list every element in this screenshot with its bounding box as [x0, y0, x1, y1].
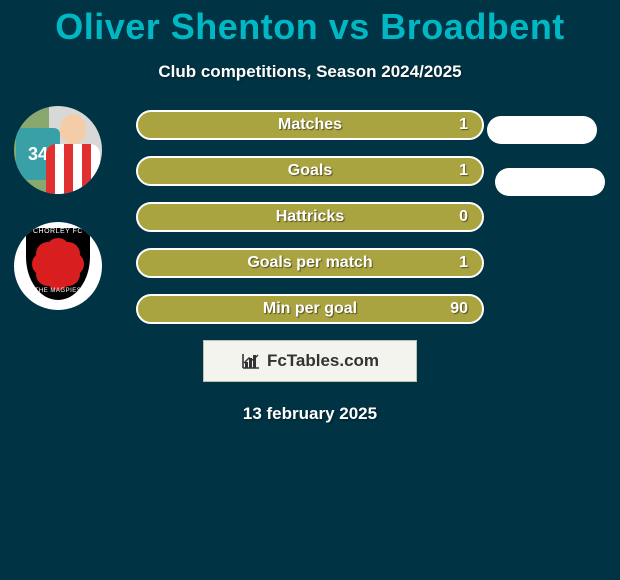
stat-label: Goals per match [247, 254, 372, 272]
stat-label: Goals [288, 162, 332, 180]
opponent-avatar-placeholder-1 [487, 116, 597, 144]
stat-bar-matches: Matches 1 [136, 110, 484, 140]
club-badge-top-text: CHORLEY FC [14, 228, 102, 235]
opponent-avatar-placeholder-2 [495, 168, 605, 196]
club-badge-bottom-text: THE MAGPIES [14, 288, 102, 294]
stat-value: 1 [459, 116, 468, 134]
stat-label: Min per goal [263, 300, 357, 318]
stat-label: Hattricks [276, 208, 344, 226]
stat-bar-goals: Goals 1 [136, 156, 484, 186]
club-badge-rose-icon [42, 248, 74, 280]
stat-bar-goals-per-match: Goals per match 1 [136, 248, 484, 278]
brand-chart-icon [241, 352, 261, 370]
stat-bar-min-per-goal: Min per goal 90 [136, 294, 484, 324]
stat-value: 1 [459, 254, 468, 272]
content-area: 34 CHORLEY FC THE MAGPIES Matches 1 Goal… [0, 110, 620, 424]
brand-text: FcTables.com [267, 351, 379, 371]
subtitle: Club competitions, Season 2024/2025 [0, 62, 620, 82]
player-shirt-number: 34 [16, 128, 60, 180]
stat-value: 0 [459, 208, 468, 226]
stat-bar-hattricks: Hattricks 0 [136, 202, 484, 232]
stat-value: 1 [459, 162, 468, 180]
club-badge: CHORLEY FC THE MAGPIES [14, 222, 102, 310]
player-avatar: 34 [14, 106, 102, 194]
stats-bars: Matches 1 Goals 1 Hattricks 0 Goals per … [136, 110, 484, 324]
page-title: Oliver Shenton vs Broadbent [0, 0, 620, 48]
stat-label: Matches [278, 116, 342, 134]
stat-value: 90 [450, 300, 468, 318]
date-text: 13 february 2025 [0, 404, 620, 424]
brand-box: FcTables.com [203, 340, 417, 382]
